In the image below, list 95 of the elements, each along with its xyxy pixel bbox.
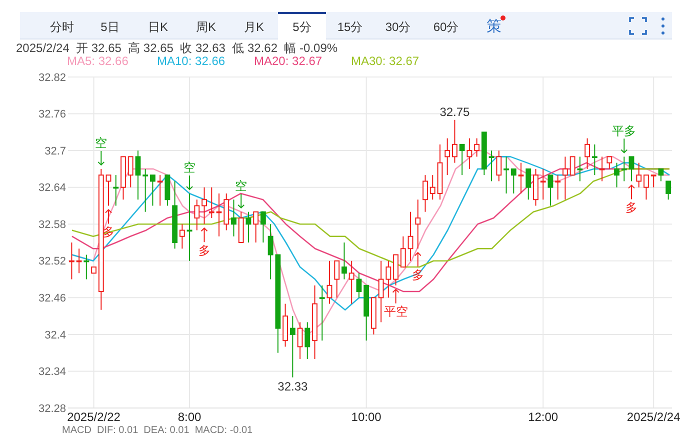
x-tick-label: 12:00: [528, 410, 558, 424]
candlestick: [430, 174, 436, 200]
candlestick: [555, 174, 561, 200]
candlestick: [562, 156, 568, 200]
candlestick: [466, 138, 472, 170]
candlestick: [650, 174, 656, 188]
candlestick: [202, 186, 207, 225]
candlestick: [135, 150, 141, 200]
candlestick: [459, 144, 465, 176]
candlestick: [474, 138, 480, 158]
candlestick: [150, 174, 156, 206]
y-tick-label: 32.28: [38, 402, 66, 415]
text: 策: [486, 18, 502, 35]
candlestick: [106, 174, 112, 206]
candlestick: [540, 168, 546, 200]
text: 月K: [244, 20, 264, 34]
y-tick-label: 32.34: [38, 366, 66, 378]
text: MA10: 32.66: [157, 54, 226, 68]
text: 15分: [337, 20, 363, 34]
x-tick-label: 2025/2/24: [626, 410, 681, 424]
x-tick-label: 8:00: [178, 410, 202, 424]
annotation: 平多: [612, 124, 636, 138]
y-tick-label: 32.64: [38, 182, 66, 194]
candlestick: [128, 156, 134, 188]
candlestick: [179, 224, 185, 250]
y-tick-label: 32.52: [38, 256, 66, 268]
candlestick: [422, 174, 428, 212]
annotation: 空: [235, 179, 248, 194]
candlestick: [342, 242, 347, 280]
text: MA30: 32.67: [351, 54, 420, 68]
candlestick: [621, 156, 627, 182]
text: 日K: [148, 20, 168, 34]
candlestick: [304, 322, 310, 360]
candlestick: [113, 174, 119, 206]
candlestick: [408, 211, 414, 262]
candlestick: [592, 144, 598, 176]
annotation: 32.33: [278, 379, 308, 394]
candlestick: [319, 284, 325, 342]
candlestick: [186, 192, 192, 262]
annotation: 多: [625, 200, 638, 214]
candlestick: [157, 174, 163, 206]
y-tick-label: 32.58: [38, 218, 66, 231]
candlestick: [636, 162, 642, 188]
text: 分时: [50, 20, 74, 34]
candlestick: [504, 156, 509, 194]
candlestick: [400, 236, 406, 268]
text: 5分: [292, 20, 312, 34]
candlestick: [290, 316, 296, 378]
candlestick: [231, 199, 236, 237]
text: MA20: 32.67: [254, 54, 322, 68]
candlestick: [584, 138, 590, 170]
candlestick: [658, 168, 664, 182]
text: 60分: [433, 20, 459, 34]
candlestick: [208, 186, 214, 218]
y-tick-label: 32.76: [38, 108, 66, 121]
candlestick: [518, 162, 524, 194]
candlestick: [644, 174, 649, 200]
text: 30分: [385, 20, 411, 34]
candlestick: [253, 211, 259, 243]
annotation: 平空: [384, 304, 408, 319]
candlestick: [614, 162, 620, 188]
candlestick: [297, 322, 303, 360]
candlestick: [526, 168, 532, 200]
candlestick: [194, 199, 200, 231]
candlestick: [628, 156, 634, 182]
y-tick-label: 32.4: [44, 329, 66, 342]
annotation: 多: [198, 243, 210, 258]
candlestick: [246, 211, 252, 243]
candlestick: [142, 168, 148, 212]
text: 5日: [100, 20, 120, 34]
candlestick: [348, 260, 354, 304]
candlestick: [260, 211, 266, 243]
x-tick-label: 10:00: [351, 410, 382, 424]
x-tick-label: 2025/2/22: [67, 410, 121, 424]
y-tick-label: 32.82: [38, 72, 66, 84]
text: 周K: [196, 20, 216, 34]
annotation: 空: [95, 136, 108, 150]
candlestick: [510, 168, 516, 194]
candlestick: [334, 260, 340, 298]
candlestick: [326, 260, 332, 304]
annotation: 32.75: [440, 104, 470, 119]
y-tick-label: 32.46: [38, 292, 66, 305]
annotation: 空: [184, 160, 196, 175]
text: MA5: 32.66: [67, 54, 129, 68]
candlestick: [444, 138, 450, 176]
chart-subtitle: 2025/2/24 开 32.65 高 32.65 收 32.63 低 32.62 幅 -0.09%: [16, 41, 338, 55]
candlestick: [415, 199, 421, 250]
candlestick: [548, 174, 554, 206]
candlestick: [606, 156, 612, 170]
candlestick: [356, 272, 362, 298]
y-tick-label: 32.7: [44, 145, 66, 158]
candlestick: [452, 119, 458, 164]
candlestick: [68, 242, 74, 280]
candlestick: [666, 180, 672, 200]
x-axis-title: MACD DIF: 0.01 DEA: 0.01 MACD: -0.01: [62, 425, 254, 436]
